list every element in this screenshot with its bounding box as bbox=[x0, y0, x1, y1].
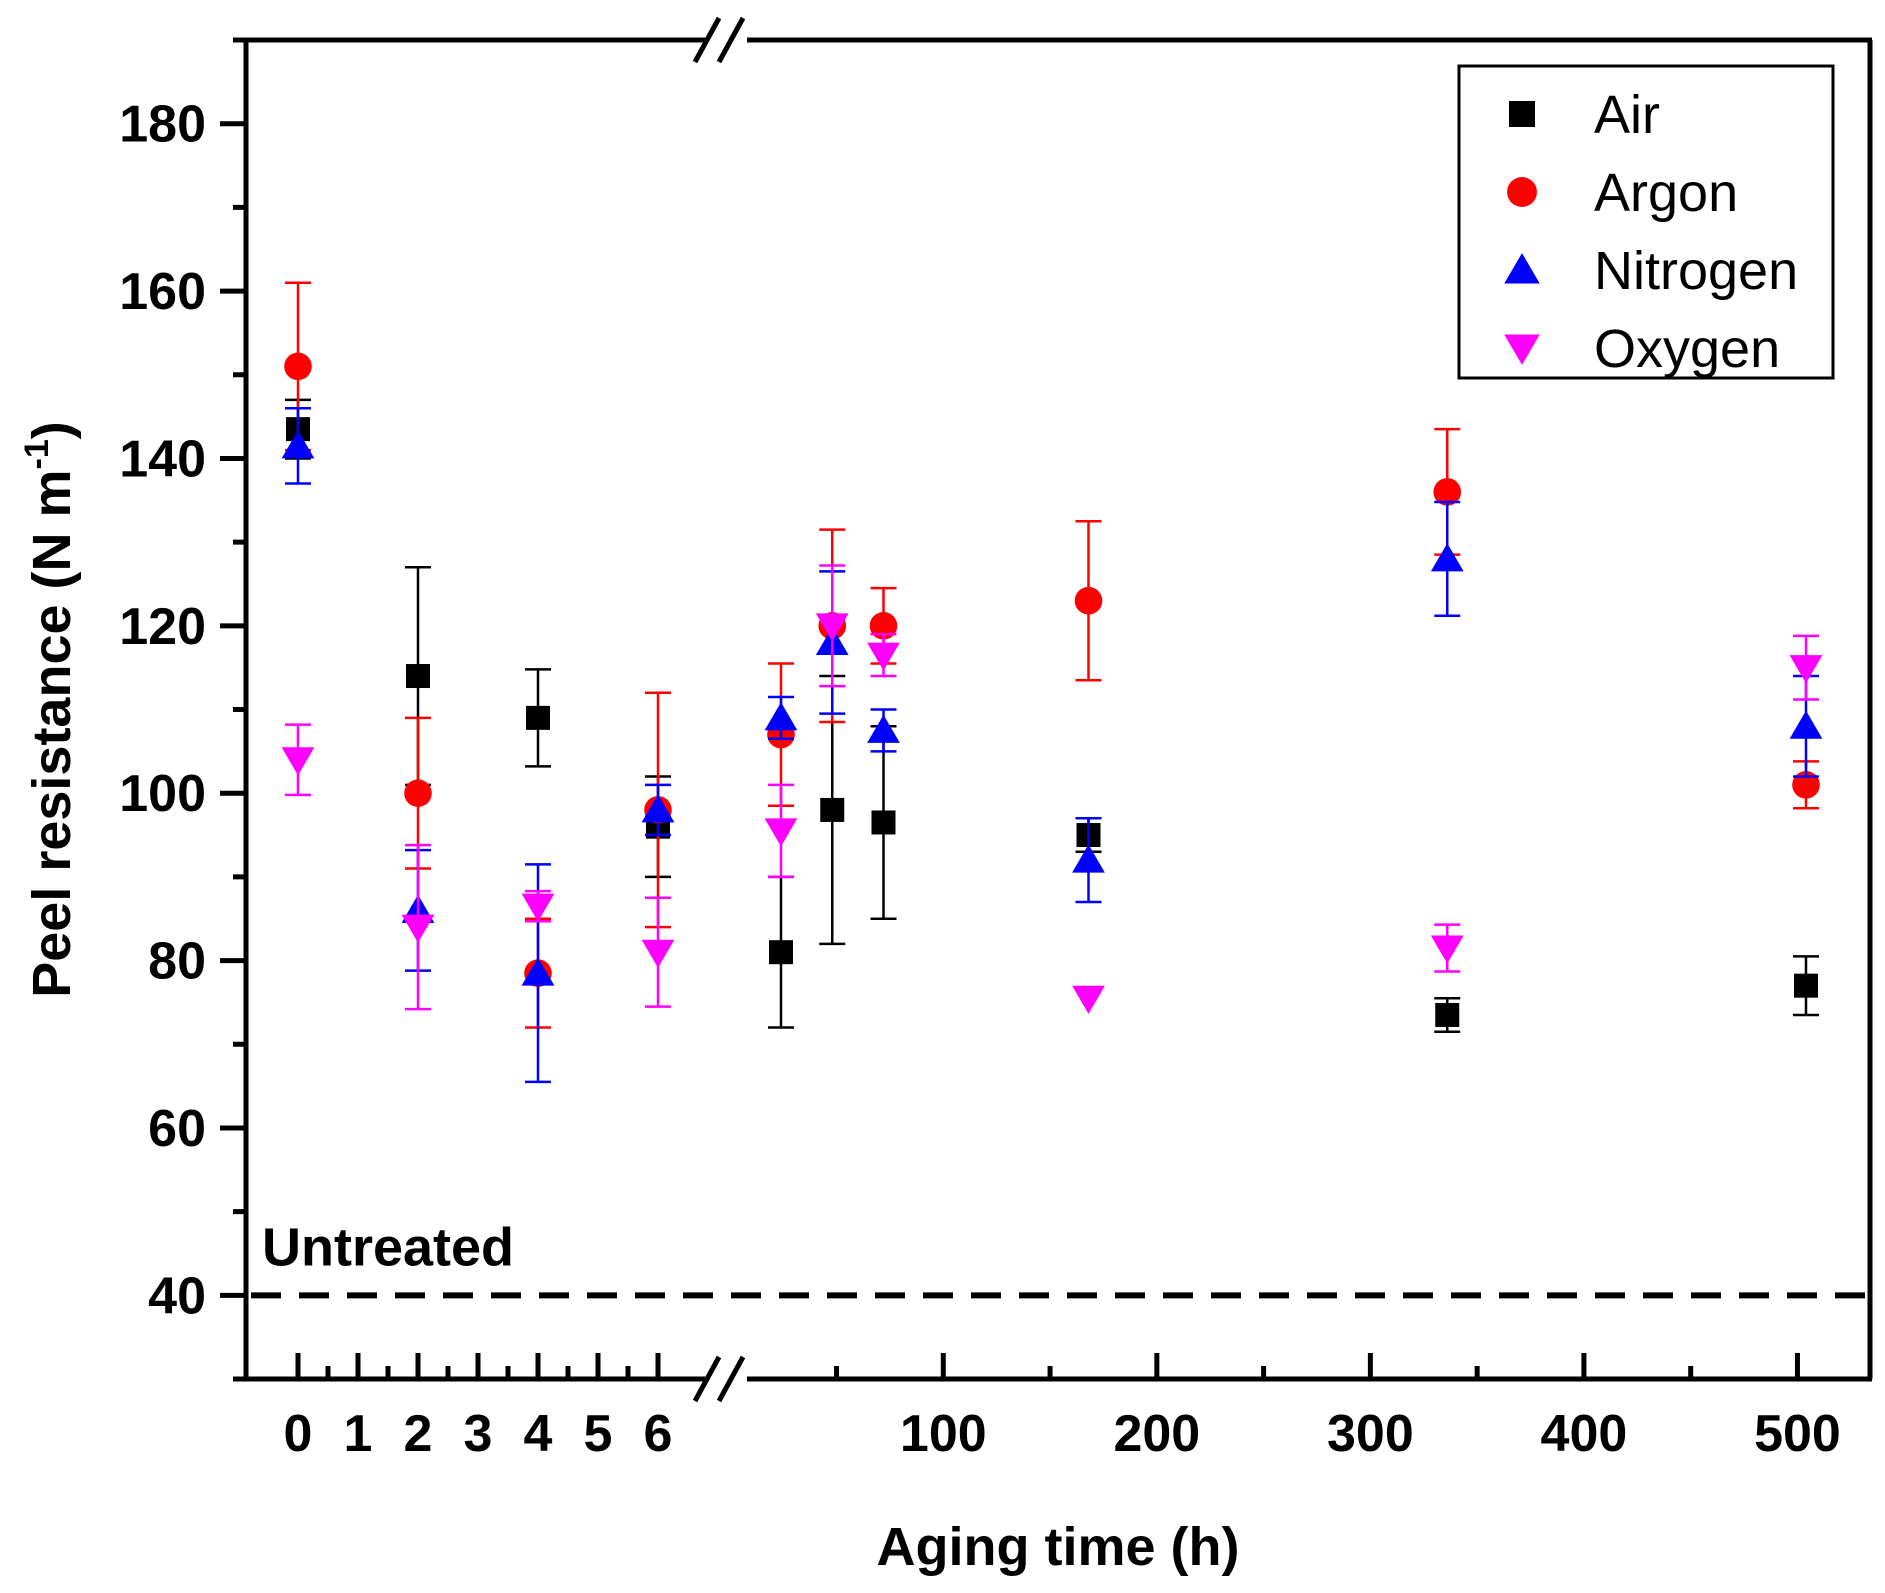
data-point-argon bbox=[404, 779, 432, 807]
axis-break-mark bbox=[692, 16, 722, 64]
data-point-oxygen bbox=[815, 613, 849, 642]
x-tick-label: 3 bbox=[464, 1405, 493, 1463]
data-point-air bbox=[1435, 1002, 1460, 1027]
data-point-air bbox=[406, 664, 430, 689]
data-point-argon bbox=[1792, 771, 1820, 799]
data-point-nitrogen bbox=[1789, 710, 1823, 739]
data-point-oxygen bbox=[521, 893, 555, 922]
data-point-argon bbox=[1074, 586, 1103, 615]
x-tick-label: 4 bbox=[524, 1405, 553, 1463]
x-tick-label: 2 bbox=[404, 1405, 433, 1463]
data-point-air bbox=[871, 810, 896, 835]
axis-break-mark bbox=[716, 16, 746, 64]
legend: Air Argon Nitrogen Oxygen bbox=[1457, 64, 1835, 380]
x-tick-label: 500 bbox=[1754, 1405, 1841, 1463]
y-tick-label: 180 bbox=[119, 96, 206, 154]
y-tick-label: 120 bbox=[119, 598, 206, 656]
x-axis-title: Aging time (h) bbox=[877, 1517, 1240, 1577]
data-point-argon bbox=[869, 612, 898, 640]
axes-layer: 40 60 80 100 120 140 160 180 0 1 2 3 4 5 6 100 200 300 400… bbox=[18, 16, 1873, 1577]
data-point-argon bbox=[1433, 478, 1462, 506]
legend-label-air: Air bbox=[1594, 85, 1660, 145]
y-axis-title-main: Peel resistance (N m bbox=[22, 469, 82, 997]
data-point-air bbox=[526, 705, 550, 730]
data-point-nitrogen bbox=[1072, 844, 1105, 873]
x-tick-label: 0 bbox=[284, 1405, 313, 1463]
x-tick-label: 6 bbox=[644, 1405, 673, 1463]
data-point-nitrogen bbox=[521, 957, 555, 986]
y-tick-label: 140 bbox=[119, 430, 206, 488]
data-point-oxygen bbox=[401, 914, 435, 943]
data-point-oxygen bbox=[867, 642, 900, 671]
data-point-nitrogen bbox=[281, 430, 315, 459]
data-point-oxygen bbox=[1430, 935, 1464, 964]
x-tick-label: 100 bbox=[900, 1405, 987, 1463]
data-point-nitrogen bbox=[764, 702, 798, 731]
data-point-oxygen bbox=[641, 939, 675, 968]
data-point-oxygen bbox=[281, 747, 315, 776]
legend-marker-air bbox=[1509, 101, 1535, 127]
reference-layer: Untreated bbox=[251, 1217, 1865, 1299]
y-axis-title-superscript: -1 bbox=[18, 439, 56, 469]
legend-label-oxygen: Oxygen bbox=[1594, 319, 1780, 379]
data-point-argon bbox=[284, 352, 312, 381]
data-point-nitrogen bbox=[867, 714, 900, 743]
data-point-oxygen bbox=[1072, 985, 1105, 1014]
y-tick-label: 60 bbox=[148, 1100, 206, 1158]
legend-marker-argon bbox=[1507, 177, 1537, 207]
untreated-label: Untreated bbox=[262, 1217, 514, 1277]
data-point-oxygen bbox=[1789, 655, 1823, 684]
x-tick-label: 5 bbox=[584, 1405, 613, 1463]
x-tick-label: 400 bbox=[1541, 1405, 1628, 1463]
legend-marker-oxygen bbox=[1504, 334, 1540, 365]
data-point-oxygen bbox=[764, 818, 798, 847]
y-tick-label: 100 bbox=[119, 765, 206, 823]
data-point-air bbox=[1794, 973, 1818, 998]
data-layer bbox=[281, 281, 1823, 1084]
y-tick-label: 80 bbox=[148, 933, 206, 991]
x-tick-label: 1 bbox=[344, 1405, 373, 1463]
data-point-nitrogen bbox=[641, 794, 675, 823]
y-tick-label: 160 bbox=[119, 263, 206, 321]
y-axis-title: Peel resistance (N m-1) bbox=[18, 421, 82, 998]
y-tick-label: 40 bbox=[148, 1267, 206, 1325]
data-point-air bbox=[769, 940, 793, 965]
x-tick-label: 300 bbox=[1327, 1405, 1414, 1463]
legend-label-nitrogen: Nitrogen bbox=[1594, 241, 1798, 301]
series-oxygen bbox=[281, 564, 1823, 1014]
x-tick-label: 200 bbox=[1113, 1405, 1200, 1463]
legend-label-argon: Argon bbox=[1594, 163, 1738, 223]
legend-marker-nitrogen bbox=[1504, 253, 1540, 284]
axis-break-mark bbox=[716, 1355, 746, 1403]
y-axis-title-close: ) bbox=[22, 421, 82, 439]
axis-break-mark bbox=[692, 1355, 722, 1403]
data-point-nitrogen bbox=[1430, 543, 1464, 572]
data-point-air bbox=[820, 797, 845, 822]
